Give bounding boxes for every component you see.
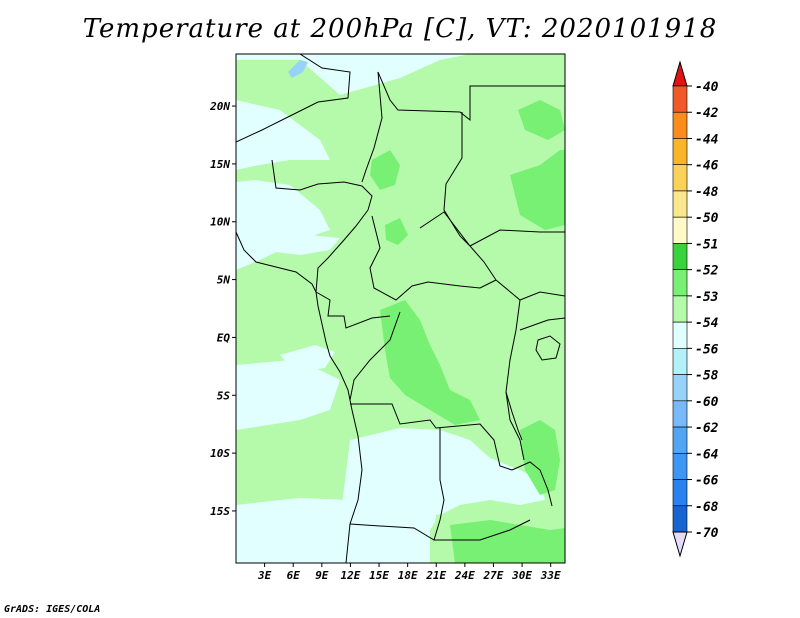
field-c52-cameroon	[385, 218, 408, 245]
chart-title: Temperature at 200hPa [C], VT: 202010191…	[82, 14, 718, 44]
field-c54-patch1	[270, 235, 340, 255]
lon-tick-label-8: 27E	[483, 569, 504, 582]
colorbar-label-15: -66	[695, 474, 719, 489]
lake-chad	[288, 60, 308, 78]
colorbar-segment-10	[672, 348, 688, 375]
border-niger-chad	[361, 71, 383, 183]
lat-tick-label-2: 10N	[210, 216, 230, 229]
field-c54-patch2	[280, 345, 335, 372]
border-namibia	[349, 519, 531, 541]
colorbar-label-6: -51	[695, 237, 718, 252]
field-c54-north	[236, 54, 440, 170]
colorbar-label-3: -46	[695, 159, 719, 174]
colorbar-label-16: -68	[695, 500, 719, 515]
lake-tanganyika	[505, 391, 523, 441]
border-zambia-east	[511, 461, 553, 507]
border-tz	[519, 317, 565, 331]
latitude-axis: 20N 15N 10N 5N EQ 5S 10S 15S	[209, 100, 236, 518]
colorbar-segment-8	[672, 295, 688, 323]
colorbar-label-1: -42	[695, 106, 719, 121]
lon-tick-label-1: 6E	[287, 569, 301, 582]
colorbar-label-8: -53	[695, 290, 719, 305]
border-south-sudan	[469, 229, 565, 247]
border-ssudan-south	[495, 279, 565, 301]
colorbar-label-4: -48	[695, 185, 719, 200]
colorbar-segment-0	[672, 85, 688, 113]
lon-tick-label-4: 15E	[369, 569, 389, 582]
colorbar-label-11: -58	[695, 369, 719, 384]
colorbar-label-17: -70	[695, 526, 719, 541]
border-north1	[236, 54, 351, 143]
border-congo-drc	[349, 311, 401, 401]
boundaries	[236, 54, 565, 563]
lon-tick-label-9: 30E	[511, 569, 532, 582]
longitude-axis: 3E 6E 9E 12E 15E 18E 21E 24E 27E 30E 33E	[257, 563, 561, 582]
colorbar-segment-12	[672, 400, 688, 428]
field-c52-east	[510, 150, 565, 230]
colorbar-segment-5	[672, 216, 688, 244]
field-c52-chad	[370, 150, 400, 190]
border-car	[369, 215, 497, 301]
colorbar-segment-3	[672, 164, 688, 192]
colorbar-segment-13	[672, 426, 688, 454]
colorbar-label-12: -60	[695, 395, 719, 410]
colorbar-segment-2	[672, 138, 688, 166]
colorbar-label-9: -54	[695, 316, 719, 331]
border-cameroon	[315, 209, 369, 293]
lon-tick-label-10: 33E	[540, 569, 561, 582]
lake-victoria	[535, 335, 561, 361]
border-nigeria	[271, 159, 373, 211]
lon-tick-label-2: 9E	[315, 569, 329, 582]
field-c52-congo	[380, 300, 480, 425]
lon-tick-label-3: 12E	[340, 569, 360, 582]
colorbar-label-7: -52	[695, 264, 719, 279]
colorbar-segment-4	[672, 190, 688, 218]
map-frame	[235, 53, 566, 564]
colorbar-segment-9	[672, 321, 688, 349]
colorbar-top-arrow	[672, 60, 688, 87]
lon-tick-label-7: 24E	[454, 569, 475, 582]
colorbar-label-14: -64	[695, 447, 719, 462]
colorbar-segment-1	[672, 111, 688, 139]
lon-tick-label-5: 18E	[398, 569, 418, 582]
temperature-field	[236, 54, 565, 563]
lat-tick-label-1: 15N	[210, 158, 230, 171]
border-angola	[350, 403, 513, 471]
lat-tick-label-4: EQ	[217, 331, 231, 344]
border-north2	[377, 71, 565, 122]
field-c54-west	[236, 190, 268, 262]
colorbar-label-2: -44	[695, 132, 719, 147]
border-chad-sudan	[443, 112, 471, 247]
field-c52-se	[520, 420, 560, 495]
lat-tick-label-5: 5S	[217, 389, 231, 402]
colorbar: -40 -42 -44 -46 -48 -50 -51 -52 -53 -54 -56 -58 -60 -…	[672, 60, 719, 558]
lat-tick-label-3: 5N	[217, 274, 231, 287]
colorbar-segment-14	[672, 452, 688, 480]
colorbar-label-10: -56	[695, 342, 719, 357]
field-c52-ne	[518, 100, 565, 140]
colorbar-label-13: -62	[695, 421, 719, 436]
colorbar-segment-7	[672, 269, 688, 297]
lat-tick-label-6: 10S	[210, 447, 230, 460]
lon-tick-label-6: 21E	[425, 569, 446, 582]
lat-tick-label-0: 20N	[209, 100, 230, 113]
coastline-west	[236, 231, 363, 563]
colorbar-label-0: -40	[695, 80, 719, 95]
border-angola-zambia	[433, 428, 445, 541]
credit-label: GrADS: IGES/COLA	[4, 604, 101, 615]
lon-tick-label-0: 3E	[257, 569, 272, 582]
border-gabon-congo	[315, 291, 391, 329]
colorbar-segment-16	[672, 505, 688, 533]
colorbar-segment-6	[672, 243, 688, 270]
colorbar-segment-11	[672, 374, 688, 402]
field-c54-south	[340, 428, 545, 563]
field-c52-se2	[450, 520, 565, 563]
colorbar-bottom-arrow	[672, 531, 688, 558]
colorbar-segment-15	[672, 479, 688, 507]
colorbar-label-5: -50	[695, 211, 719, 226]
lat-tick-label-7: 15S	[210, 505, 230, 518]
